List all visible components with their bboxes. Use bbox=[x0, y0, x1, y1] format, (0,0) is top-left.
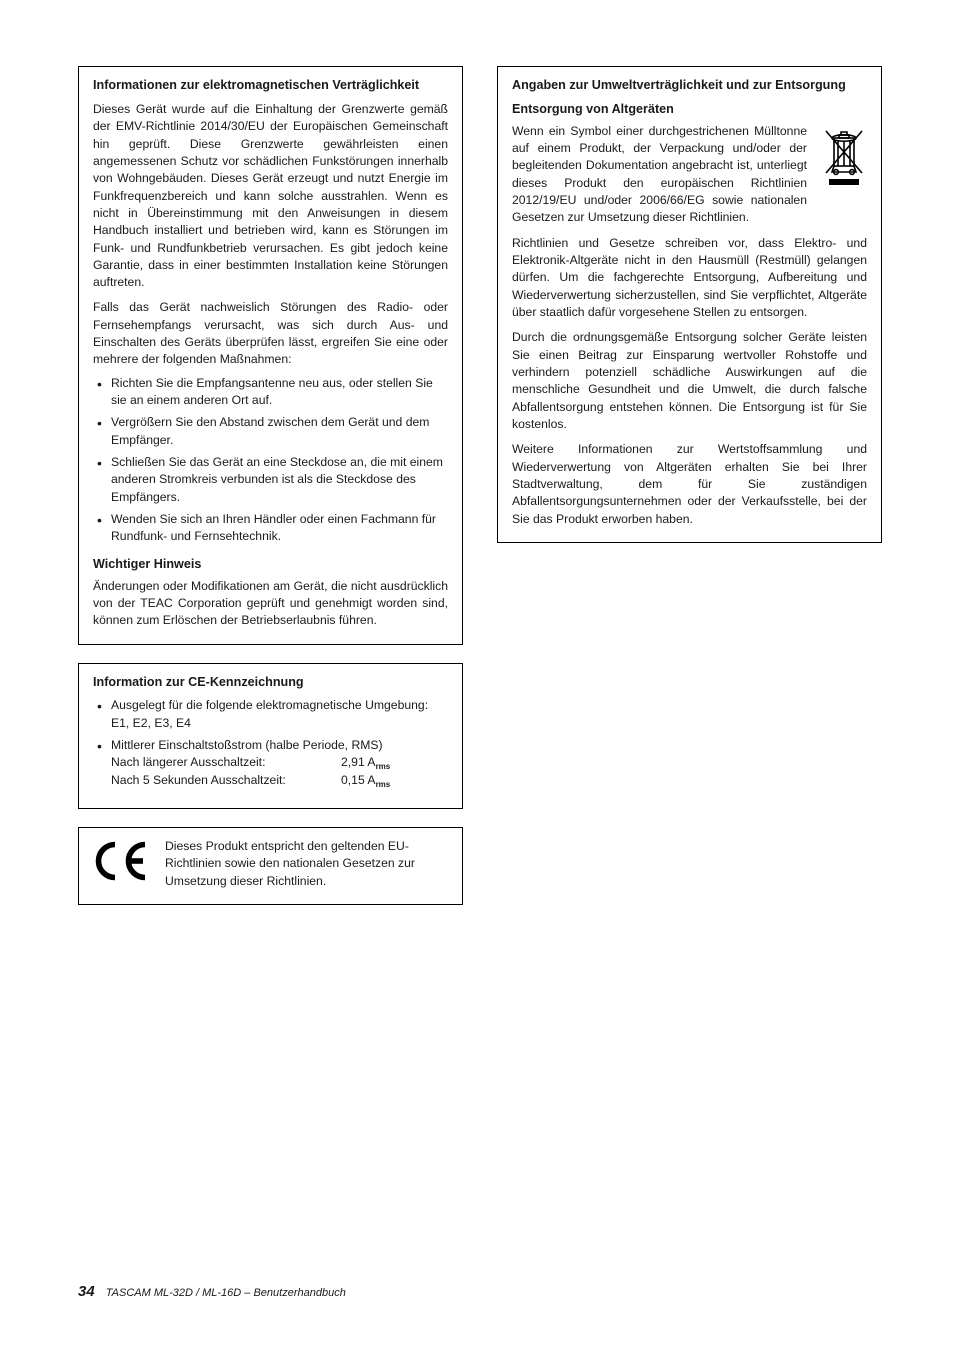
emv-p2: Falls das Gerät nachweislich Störungen d… bbox=[93, 299, 448, 368]
ce-r2-num: 0,15 A bbox=[341, 773, 376, 787]
emv-notice-title: Wichtiger Hinweis bbox=[93, 556, 448, 574]
weee-bin-icon bbox=[821, 125, 867, 194]
env-title: Angaben zur Umweltverträglichkeit und zu… bbox=[512, 77, 867, 95]
env-box: Angaben zur Umweltverträglichkeit und zu… bbox=[497, 66, 882, 543]
ce-r2-val: 0,15 Arms bbox=[341, 772, 390, 789]
page-number: 34 bbox=[78, 1283, 95, 1300]
emv-bullet: Wenden Sie sich an Ihren Händler oder ei… bbox=[93, 511, 448, 546]
ce-mark-icon bbox=[93, 841, 149, 886]
right-column: Angaben zur Umweltverträglichkeit und zu… bbox=[497, 66, 882, 923]
ce-info-title: Information zur CE-Kennzeichnung bbox=[93, 674, 448, 692]
ce-r2-label: Nach 5 Sekunden Ausschaltzeit: bbox=[111, 772, 341, 789]
weee-row: Wenn ein Symbol einer durchgestrichenen … bbox=[512, 123, 867, 227]
env-p4: Weitere Informationen zur Wertstoffsamml… bbox=[512, 441, 867, 528]
ce-info-box: Information zur CE-Kennzeichnung Ausgele… bbox=[78, 663, 463, 810]
ce-r1-num: 2,91 A bbox=[341, 755, 376, 769]
emv-bullet: Richten Sie die Empfangsantenne neu aus,… bbox=[93, 375, 448, 410]
env-p2: Richtlinien und Gesetze schreiben vor, d… bbox=[512, 235, 867, 322]
ce-inrush-label: Mittlerer Einschaltstoßstrom (halbe Peri… bbox=[111, 738, 383, 752]
emv-bullets: Richten Sie die Empfangsantenne neu aus,… bbox=[93, 375, 448, 546]
emv-notice: Änderungen oder Modifikationen am Gerät,… bbox=[93, 578, 448, 630]
ce-bullet: Mittlerer Einschaltstoßstrom (halbe Peri… bbox=[93, 737, 448, 789]
env-sub: Entsorgung von Altgeräten bbox=[512, 101, 867, 119]
ce-row: Nach längerer Ausschaltzeit: 2,91 Arms bbox=[111, 754, 448, 771]
page-footer: 34 TASCAM ML-32D / ML-16D – Benutzerhand… bbox=[78, 1281, 346, 1302]
emv-bullet: Vergrößern Sie den Abstand zwischen dem … bbox=[93, 414, 448, 449]
weee-text: Wenn ein Symbol einer durchgestrichenen … bbox=[512, 123, 807, 227]
ce-mark-box: Dieses Produkt entspricht den geltenden … bbox=[78, 827, 463, 905]
emv-title: Informationen zur elektromagnetischen Ve… bbox=[93, 77, 448, 95]
rms-sub: rms bbox=[376, 762, 391, 771]
ce-row: Nach 5 Sekunden Ausschaltzeit: 0,15 Arms bbox=[111, 772, 448, 789]
rms-sub: rms bbox=[376, 780, 391, 789]
env-p3: Durch die ordnungsgemäße Entsorgung solc… bbox=[512, 329, 867, 433]
left-column: Informationen zur elektromagnetischen Ve… bbox=[78, 66, 463, 923]
emv-box: Informationen zur elektromagnetischen Ve… bbox=[78, 66, 463, 645]
emv-bullet: Schließen Sie das Gerät an eine Steckdos… bbox=[93, 454, 448, 506]
ce-statement: Dieses Produkt entspricht den geltenden … bbox=[165, 838, 448, 890]
emv-p1: Dieses Gerät wurde auf die Einhaltung de… bbox=[93, 101, 448, 292]
ce-r1-label: Nach längerer Ausschaltzeit: bbox=[111, 754, 341, 771]
footer-text: TASCAM ML-32D / ML-16D – Benutzerhandbuc… bbox=[106, 1287, 346, 1299]
ce-bullet: Ausgelegt für die folgende elektromagnet… bbox=[93, 697, 448, 732]
two-column-layout: Informationen zur elektromagnetischen Ve… bbox=[78, 66, 882, 923]
ce-r1-val: 2,91 Arms bbox=[341, 754, 390, 771]
